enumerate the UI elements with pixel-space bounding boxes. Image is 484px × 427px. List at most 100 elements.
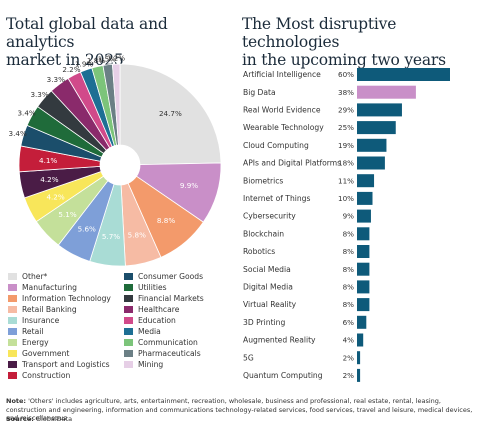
legend-label: Manufacturing xyxy=(22,283,77,292)
donut-slice-label-8: 4.2% xyxy=(40,175,58,184)
legend-swatch xyxy=(8,284,17,291)
footnote: Note: 'Others' includes agriculture, art… xyxy=(6,397,473,422)
legend-label: Pharmaceuticals xyxy=(138,349,201,358)
legend-swatch xyxy=(8,328,17,335)
bar-15 xyxy=(357,333,364,347)
bar-5 xyxy=(357,156,385,170)
legend-label: Transport and Logistics xyxy=(22,360,110,369)
source-line: Source: GlobalData xyxy=(6,415,73,423)
donut-slice-label-6: 5.1% xyxy=(58,210,76,219)
bar-13 xyxy=(357,298,370,312)
legend-item: Retail Banking xyxy=(8,305,77,314)
bar-category-label-15: Augmented Reality xyxy=(243,336,316,345)
bar-11 xyxy=(357,262,370,276)
legend-label: Government xyxy=(22,349,70,358)
legend-swatch xyxy=(124,339,133,346)
bar-8 xyxy=(357,209,371,223)
legend-swatch xyxy=(8,306,17,313)
bar-category-label-9: Blockchain xyxy=(243,229,284,238)
bar-value-label-12: 8% xyxy=(343,283,355,292)
legend-label: Retail Banking xyxy=(22,305,77,314)
legend-swatch xyxy=(124,317,133,324)
legend-swatch xyxy=(8,350,17,357)
donut-slice-label-13: 3.3% xyxy=(47,75,65,84)
bar-10 xyxy=(357,245,370,258)
legend-swatch xyxy=(124,361,133,368)
legend-swatch xyxy=(124,328,133,335)
donut-slice-label-7: 4.2% xyxy=(46,193,64,202)
bar-category-label-10: Robotics xyxy=(243,247,275,256)
bar-category-label-16: 5G xyxy=(243,353,254,362)
bar-category-label-6: Biometrics xyxy=(243,176,283,185)
bar-category-label-5: APIs and Digital Platforms xyxy=(243,159,341,168)
legend-item: Financial Markets xyxy=(124,294,204,303)
bar-0 xyxy=(357,68,450,81)
bar-2 xyxy=(357,103,402,117)
legend-label: Utilities xyxy=(138,283,167,292)
bar-1 xyxy=(357,85,416,99)
legend-label: Media xyxy=(138,327,161,336)
bar-12 xyxy=(357,280,370,294)
bar-6 xyxy=(357,174,375,188)
bar-value-label-9: 8% xyxy=(343,229,355,238)
legend-label: Financial Markets xyxy=(138,294,204,303)
legend-swatch xyxy=(8,295,17,302)
donut-slice-label-1: 9.9% xyxy=(180,181,198,190)
donut-slice-label-18: 1.2% xyxy=(107,54,125,63)
donut-slice-label-3: 5.8% xyxy=(128,231,146,240)
bar-category-label-4: Cloud Computing xyxy=(243,141,309,150)
bar-value-label-10: 8% xyxy=(343,247,355,256)
legend-item: Consumer Goods xyxy=(124,272,203,281)
bar-chart-title: The Most disruptive technologies in the … xyxy=(242,15,446,69)
bar-17 xyxy=(357,368,361,382)
legend-swatch xyxy=(8,317,17,324)
legend-item: Mining xyxy=(124,360,163,369)
bar-category-label-2: Real World Evidence xyxy=(243,106,321,115)
bar-category-label-14: 3D Printing xyxy=(243,318,285,327)
bar-16 xyxy=(357,351,361,365)
bar-value-label-2: 29% xyxy=(338,106,354,115)
legend-label: Other* xyxy=(22,272,48,281)
donut-slice-18 xyxy=(111,63,121,146)
legend-label: Energy xyxy=(22,338,49,347)
legend-label: Consumer Goods xyxy=(138,272,204,281)
bar-value-label-7: 10% xyxy=(338,194,354,203)
bar-value-label-14: 6% xyxy=(343,318,355,327)
bar-category-label-7: Internet of Things xyxy=(243,194,310,203)
legend-swatch xyxy=(8,361,17,368)
legend-swatch xyxy=(8,273,17,280)
legend-label: Healthcare xyxy=(138,305,180,314)
legend-item: Communication xyxy=(124,338,198,347)
donut-slice-label-2: 8.8% xyxy=(157,216,175,225)
bar-value-label-15: 4% xyxy=(343,336,355,345)
bar-value-label-13: 8% xyxy=(343,300,355,309)
legend-swatch xyxy=(124,273,133,280)
bar-7 xyxy=(357,191,373,205)
bar-category-label-1: Big Data xyxy=(243,88,276,97)
donut-slice-label-14: 2.2% xyxy=(62,65,80,74)
legend-label: Retail xyxy=(22,327,44,336)
bar-category-label-13: Virtual Reality xyxy=(243,300,297,309)
donut-slice-label-10: 3.4% xyxy=(9,129,27,138)
legend-item: Utilities xyxy=(124,283,167,292)
donut-slice-0 xyxy=(119,63,222,166)
donut-chart-title: Total global data and analytics market i… xyxy=(6,15,168,69)
bar-value-label-5: 18% xyxy=(338,159,354,168)
bar-category-label-0: Artificial Intelligence xyxy=(243,70,321,79)
legend-swatch xyxy=(8,339,17,346)
legend-item: Energy xyxy=(8,338,49,347)
bar-value-label-0: 60% xyxy=(338,70,354,79)
legend-item: Pharmaceuticals xyxy=(124,349,201,358)
legend-label: Communication xyxy=(138,338,198,347)
bar-category-label-8: Cybersecurity xyxy=(243,212,296,221)
bar-4 xyxy=(357,138,387,152)
legend-swatch xyxy=(124,295,133,302)
legend-label: Education xyxy=(138,316,176,325)
legend-item: Insurance xyxy=(8,316,59,325)
bar-value-label-3: 25% xyxy=(338,123,354,132)
legend-item: Construction xyxy=(8,371,70,380)
donut-slice-label-5: 5.6% xyxy=(78,224,96,233)
bar-value-label-8: 9% xyxy=(343,212,355,221)
